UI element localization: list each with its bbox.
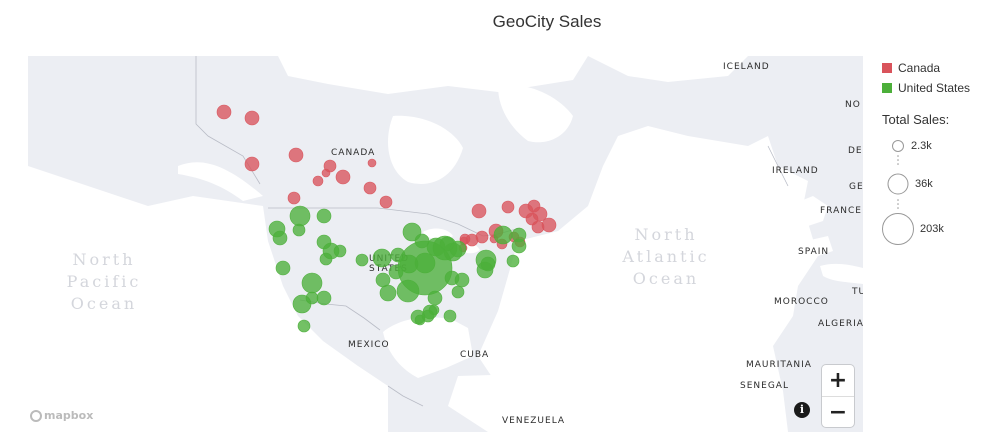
label-cuba: CUBA [460, 350, 490, 360]
canada-city-bubble[interactable] [244, 110, 260, 126]
united-states-city-bubble[interactable] [439, 236, 455, 252]
united-states-city-bubble[interactable] [289, 205, 311, 227]
label-mexico: MEXICO [348, 340, 390, 350]
label-mauritania: MAURITANIA [746, 360, 812, 370]
united-states-city-bubble[interactable] [443, 309, 457, 323]
united-states-city-bubble[interactable] [454, 272, 470, 288]
legend-swatch-united-states [882, 83, 892, 93]
bubble-layer [216, 104, 557, 333]
canada-city-bubble[interactable] [288, 147, 304, 163]
map-canvas[interactable]: ICELAND CANADA UNITED STATES MEXICO CUBA… [28, 56, 863, 432]
label-north-pacific-ocean: North Pacific Ocean [66, 250, 142, 313]
united-states-city-bubble[interactable] [396, 279, 420, 303]
size-legend-small-circle [892, 140, 904, 152]
united-states-city-bubble[interactable] [297, 319, 311, 333]
legend-item-canada[interactable]: Canada [882, 58, 970, 78]
label-ireland: IRELAND [772, 166, 819, 176]
label-france: FRANCE [820, 206, 862, 216]
canada-city-bubble[interactable] [335, 169, 351, 185]
zoom-in-button[interactable]: + [828, 368, 848, 393]
size-legend-label-large: 203k [920, 223, 944, 235]
legend-item-united-states[interactable]: United States [882, 78, 970, 98]
united-states-city-bubble[interactable] [355, 253, 369, 267]
size-legend-label-small: 2.3k [911, 140, 932, 152]
united-states-city-bubble[interactable] [275, 260, 291, 276]
united-states-city-bubble[interactable] [493, 225, 513, 245]
canada-city-bubble[interactable] [216, 104, 232, 120]
united-states-city-bubble[interactable] [451, 285, 465, 299]
united-states-city-bubble[interactable] [272, 230, 288, 246]
canada-city-bubble[interactable] [379, 195, 393, 209]
canada-city-bubble[interactable] [531, 220, 545, 234]
united-states-city-bubble[interactable] [388, 264, 404, 280]
chart-title: GeoCity Sales [492, 12, 602, 31]
canada-city-bubble[interactable] [312, 175, 324, 187]
canada-city-bubble[interactable] [287, 191, 301, 205]
canada-city-bubble[interactable] [244, 156, 260, 172]
united-states-city-bubble[interactable] [399, 254, 419, 274]
united-states-city-bubble[interactable] [292, 223, 306, 237]
label-ge-cut: GE [849, 182, 863, 192]
united-states-city-bubble[interactable] [316, 208, 332, 224]
zoom-out-button[interactable]: − [828, 400, 848, 425]
legend: Canada United States [882, 58, 970, 98]
canada-city-bubble[interactable] [471, 203, 487, 219]
legend-swatch-canada [882, 63, 892, 73]
canada-city-bubble[interactable] [367, 158, 377, 168]
label-tu-cut: TU [852, 287, 863, 297]
united-states-city-bubble[interactable] [372, 248, 392, 268]
size-legend-circles [882, 140, 914, 245]
mapbox-logo-icon [30, 410, 42, 422]
canada-city-bubble[interactable] [363, 181, 377, 195]
label-canada: CANADA [331, 148, 376, 158]
size-legend-title: Total Sales: [882, 112, 950, 127]
united-states-city-bubble[interactable] [422, 304, 438, 320]
label-algeria: ALGERIA [818, 319, 863, 329]
united-states-city-bubble[interactable] [305, 291, 319, 305]
label-iceland: ICELAND [723, 62, 770, 72]
label-venezuela: VENEZUELA [502, 416, 566, 426]
zoom-divider [822, 396, 854, 397]
label-no-cut: NO [845, 100, 861, 110]
united-states-city-bubble[interactable] [511, 238, 527, 254]
canada-city-bubble[interactable] [541, 217, 557, 233]
water-shapes [28, 56, 863, 432]
canada-city-bubble[interactable] [321, 168, 331, 178]
united-states-city-bubble[interactable] [316, 290, 332, 306]
label-spain: SPAIN [798, 247, 830, 257]
zoom-control: + − [822, 365, 854, 427]
label-senegal: SENEGAL [740, 381, 789, 391]
mapbox-logo[interactable]: mapbox [30, 409, 93, 422]
united-states-city-bubble[interactable] [333, 244, 347, 258]
size-legend-label-medium: 36k [915, 178, 933, 190]
label-morocco: MOROCCO [774, 297, 829, 307]
size-legend-large-circle [882, 213, 914, 245]
label-de-cut: DE [848, 146, 863, 156]
size-legend-medium-circle [887, 173, 909, 195]
info-icon[interactable]: i [794, 402, 810, 418]
united-states-city-bubble[interactable] [379, 284, 397, 302]
united-states-city-bubble[interactable] [319, 252, 333, 266]
united-states-city-bubble[interactable] [427, 290, 443, 306]
united-states-city-bubble[interactable] [480, 256, 496, 272]
united-states-city-bubble[interactable] [506, 254, 520, 268]
united-states-city-bubble[interactable] [414, 314, 426, 326]
united-states-city-bubble[interactable] [301, 272, 323, 294]
canada-city-bubble[interactable] [501, 200, 515, 214]
label-north-atlantic-ocean: North Atlantic Ocean [622, 225, 710, 288]
